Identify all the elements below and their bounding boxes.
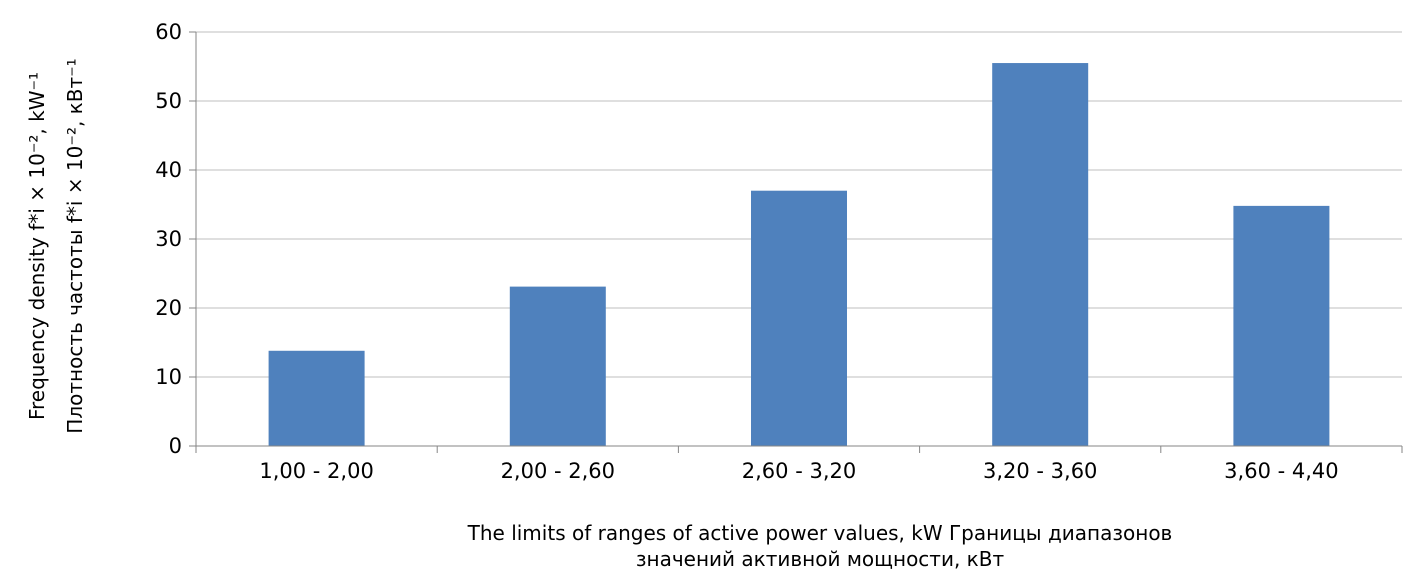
y-tick-label: 40 xyxy=(155,158,182,182)
y-tick-labels: 0 10 20 30 40 50 60 xyxy=(155,20,182,458)
x-tick-label: 1,00 - 2,00 xyxy=(259,459,373,483)
x-tick-label: 2,60 - 3,20 xyxy=(742,459,856,483)
x-tick-label: 3,60 - 4,40 xyxy=(1224,459,1338,483)
bar xyxy=(268,350,365,446)
x-tick-labels: 1,00 - 2,00 2,00 - 2,60 2,60 - 3,20 3,20 - … xyxy=(259,459,1338,483)
y-tick-label: 20 xyxy=(155,296,182,320)
y-tick-label: 50 xyxy=(155,89,182,113)
y-axis-title-russian: Плотность частоты f*i × 10⁻², кВт⁻¹ xyxy=(63,58,87,433)
y-tick-label: 0 xyxy=(169,434,182,458)
bar xyxy=(751,190,847,446)
y-axis-title-english: Frequency density f*i × 10⁻², kW⁻¹ xyxy=(25,72,49,420)
x-axis-title-line-2: значений активной мощности, кВт xyxy=(635,547,1005,571)
y-tick-label: 10 xyxy=(155,365,182,389)
x-tick-label: 3,20 - 3,60 xyxy=(983,459,1097,483)
bar xyxy=(992,63,1089,447)
axes xyxy=(189,31,1403,453)
x-axis-title: The limits of ranges of active power val… xyxy=(360,520,1280,572)
bar xyxy=(1233,205,1330,446)
y-tick-label: 60 xyxy=(155,20,182,44)
x-tick-label: 2,00 - 2,60 xyxy=(501,459,615,483)
bars xyxy=(268,63,1330,447)
x-axis-title-line-1: The limits of ranges of active power val… xyxy=(467,521,1173,545)
bar xyxy=(509,286,606,446)
y-tick-label: 30 xyxy=(155,227,182,251)
